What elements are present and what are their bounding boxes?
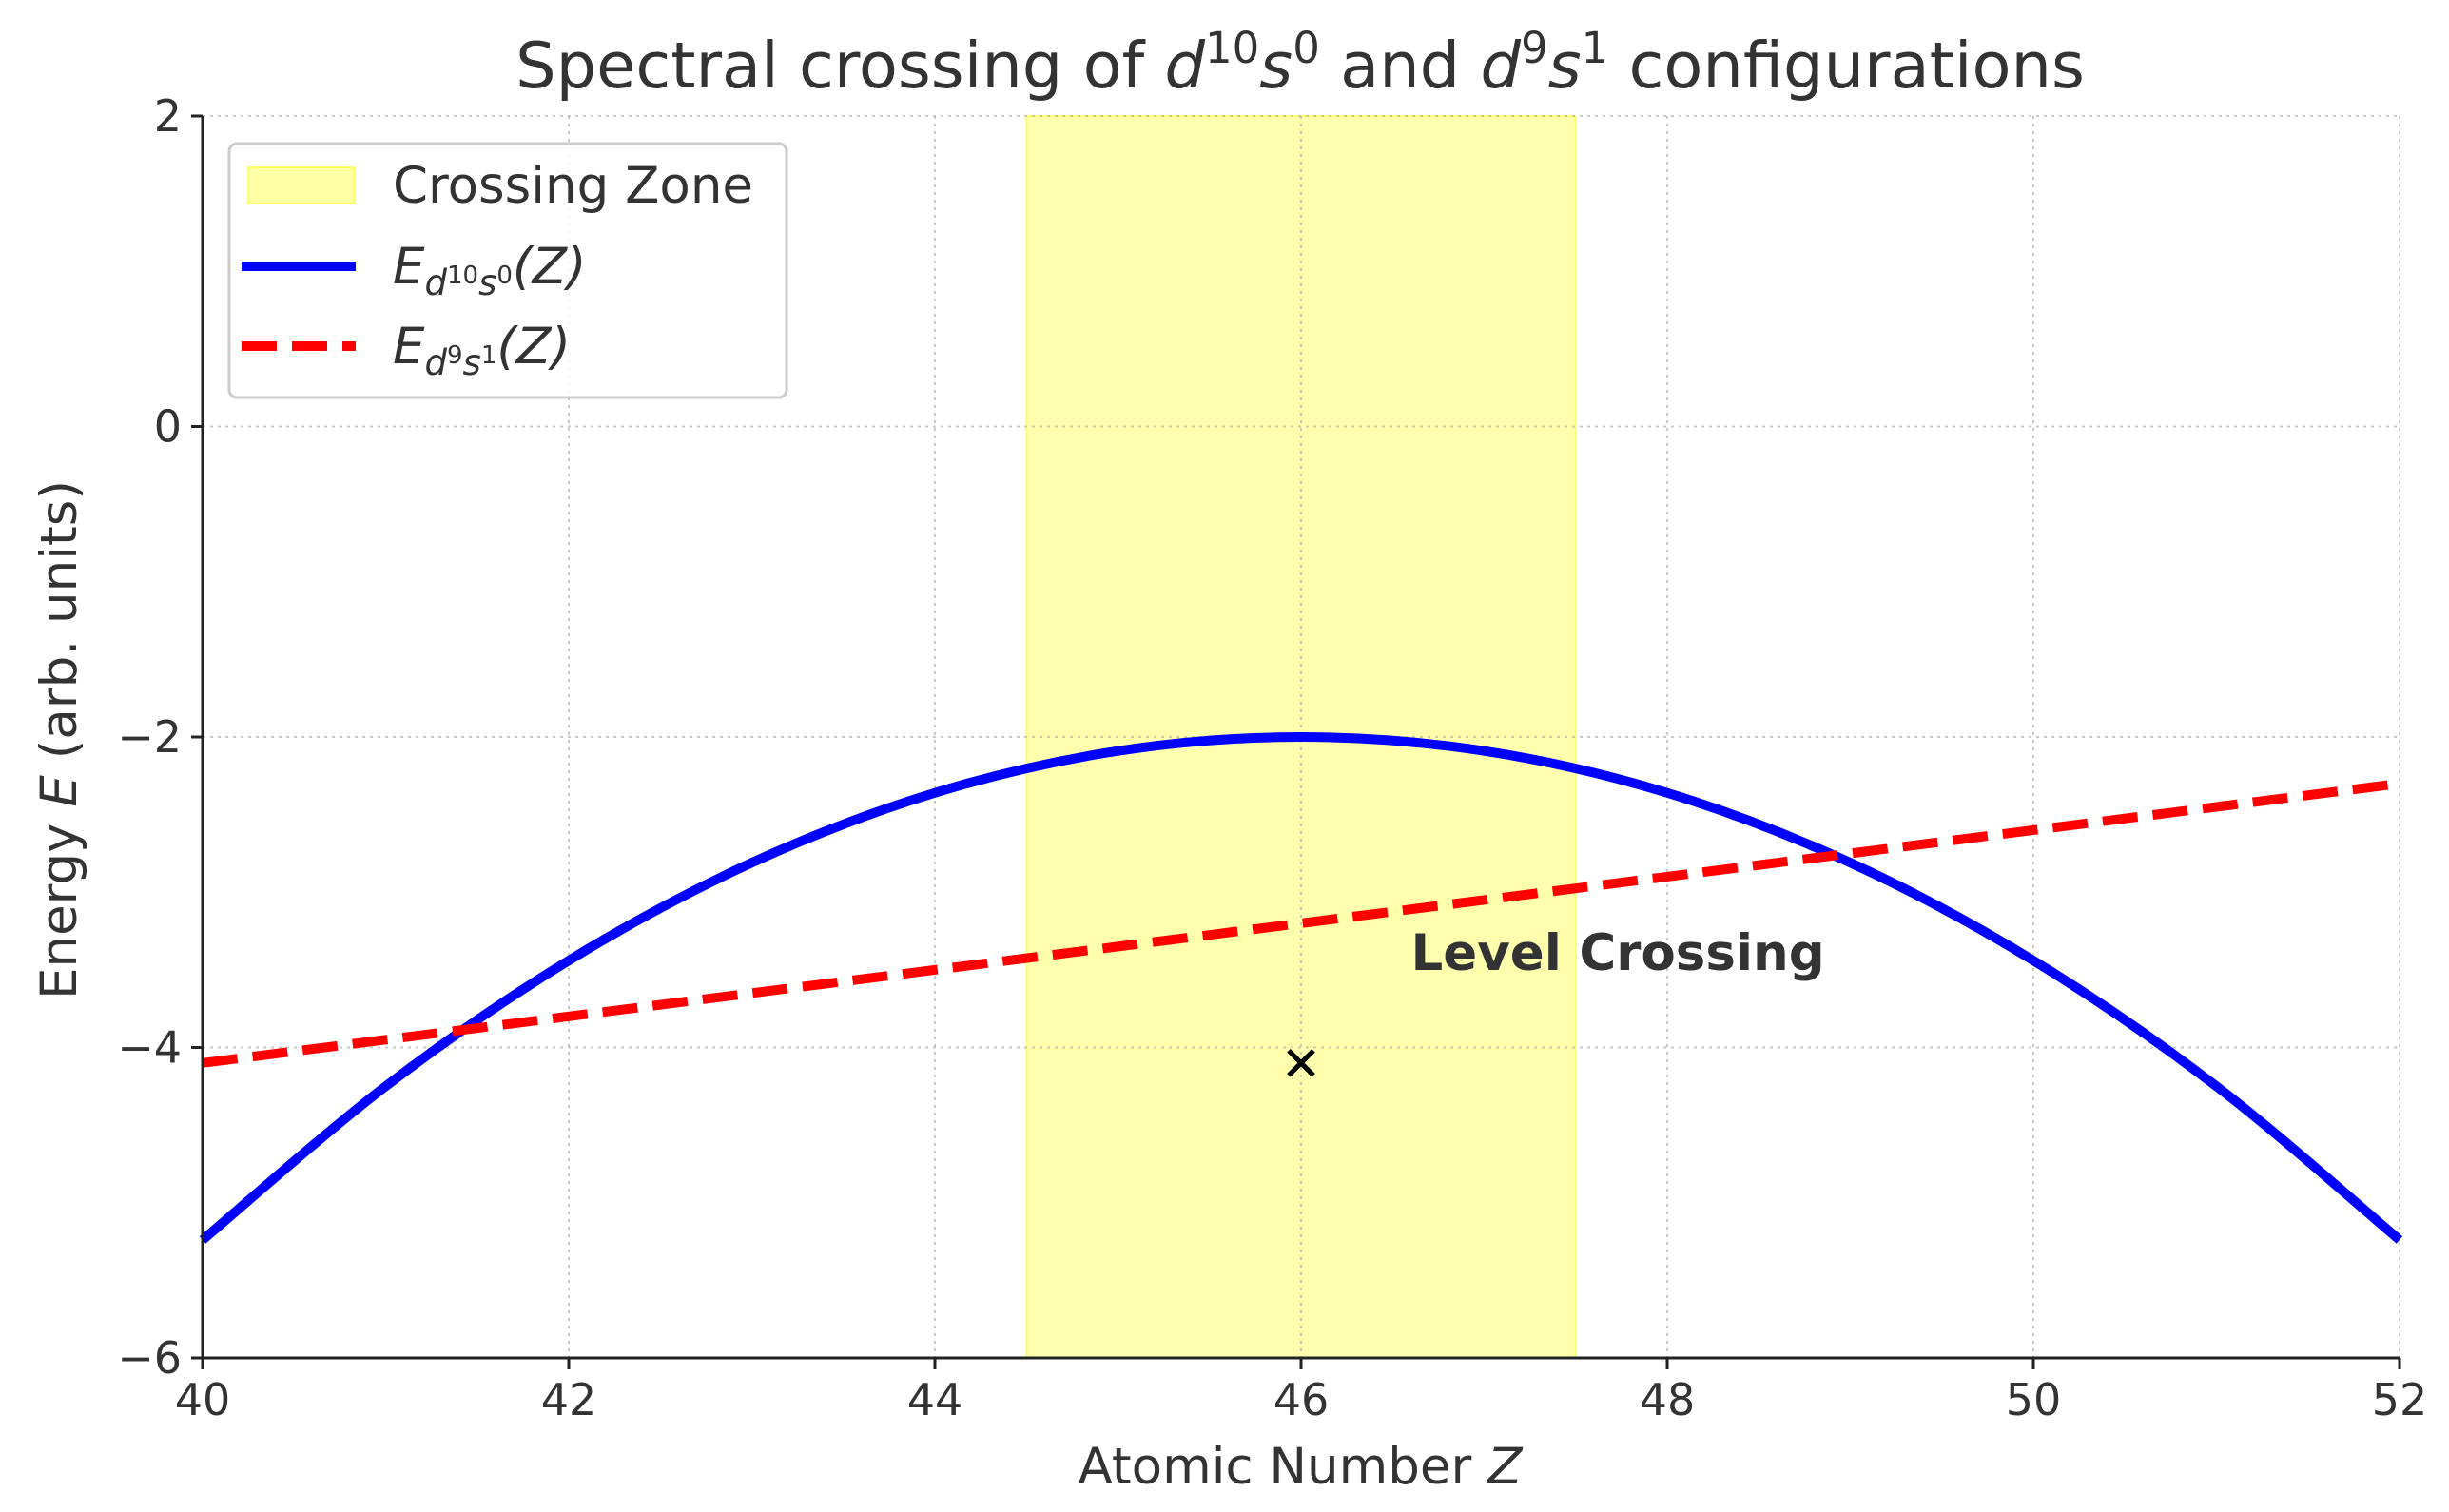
tick-layer: 40 42 44 46 48 50 52 2 0 −2 −4 −6	[117, 90, 2427, 1425]
marker-layer	[1287, 1049, 1315, 1077]
chart-title: Spectral crossing of d10s0 and d9s1 conf…	[515, 23, 2085, 103]
crossing-point-marker	[1287, 1049, 1315, 1077]
x-axis-label: Atomic Number Z	[1079, 1438, 1525, 1496]
x-tick-label: 44	[907, 1374, 963, 1425]
legend-frame	[227, 142, 788, 399]
level-crossing-annotation: Level Crossing	[1411, 924, 1825, 982]
legend: Crossing Zone Ed10s0(Z) Ed9s1(Z)	[227, 142, 788, 399]
legend-swatch-crossing-zone	[247, 166, 356, 204]
series-layer	[199, 731, 2403, 1244]
x-tick-label: 50	[2006, 1374, 2062, 1425]
legend-label-d10s0: Ed10s0(Z)	[393, 238, 587, 303]
legend-label-d9s1: Ed9s1(Z)	[393, 318, 571, 383]
y-tick-label: 2	[154, 90, 182, 142]
x-tick-label: 46	[1273, 1374, 1330, 1425]
legend-label-crossing-zone: Crossing Zone	[393, 157, 753, 215]
series-line-0	[199, 731, 2403, 1244]
x-tick-label: 42	[541, 1374, 597, 1425]
series-line-1	[202, 779, 2400, 1068]
y-tick-label: −6	[117, 1332, 182, 1384]
x-tick-label: 52	[2372, 1374, 2428, 1425]
y-tick-label: 0	[154, 401, 182, 453]
x-tick-label: 48	[1640, 1374, 1696, 1425]
y-axis-label: Energy E (arb. units)	[30, 480, 88, 999]
y-tick-label: −2	[117, 711, 182, 763]
x-tick-label: 40	[175, 1374, 231, 1425]
y-tick-label: −4	[117, 1022, 182, 1074]
